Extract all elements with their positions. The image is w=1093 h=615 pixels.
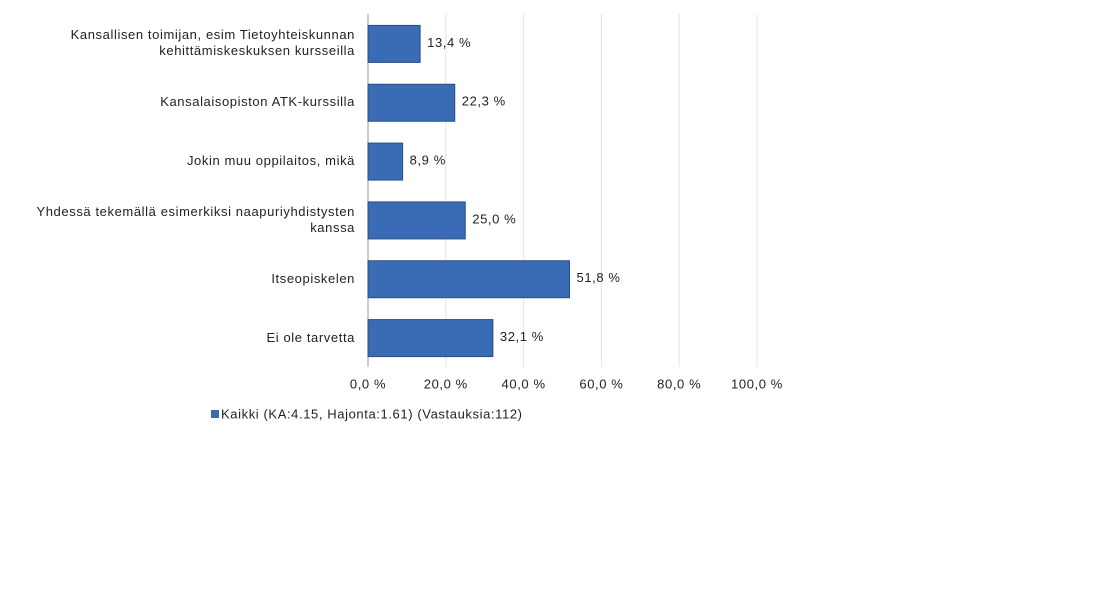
- y-tick-label: Kansalaisopiston ATK-kurssilla: [160, 94, 355, 110]
- legend-label: Kaikki (KA:4.15, Hajonta:1.61) (Vastauks…: [221, 406, 523, 421]
- legend-marker: [211, 410, 219, 418]
- value-label: 25,0 %: [472, 211, 516, 226]
- x-tick-label: 40,0 %: [502, 376, 546, 391]
- value-label: 32,1 %: [500, 329, 544, 344]
- bar: [367, 260, 571, 299]
- x-tick-label: 100,0 %: [731, 376, 783, 391]
- value-label: 22,3 %: [462, 94, 506, 109]
- bar: [367, 24, 421, 63]
- bar: [367, 142, 404, 181]
- bar: [367, 83, 456, 122]
- bar: [367, 201, 466, 240]
- value-label: 8,9 %: [410, 153, 446, 168]
- y-tick-label: Yhdessä tekemällä esimerkiksi naapuriyhd…: [36, 203, 355, 235]
- x-tick-label: 20,0 %: [424, 376, 468, 391]
- y-tick-label: Ei ole tarvetta: [266, 329, 355, 345]
- y-tick-label: Kansallisen toimijan, esim Tietoyhteisku…: [70, 27, 355, 59]
- x-tick-label: 60,0 %: [579, 376, 623, 391]
- y-tick-label: Itseopiskelen: [271, 270, 355, 286]
- x-tick-label: 0,0 %: [350, 376, 386, 391]
- value-label: 51,8 %: [577, 270, 621, 285]
- y-tick-label: Jokin muu oppilaitos, mikä: [186, 153, 355, 169]
- value-label: 13,4 %: [427, 35, 471, 50]
- x-tick-label: 80,0 %: [657, 376, 701, 391]
- bar: [367, 319, 494, 358]
